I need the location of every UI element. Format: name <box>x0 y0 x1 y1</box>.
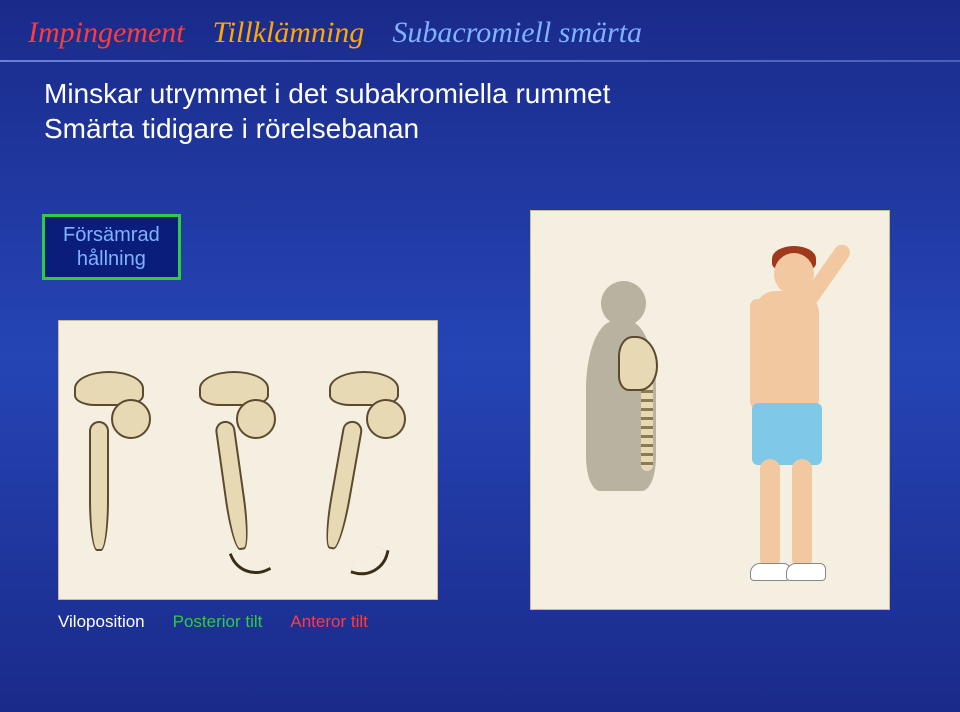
scapula-rest <box>69 361 159 561</box>
body-line-2: Smärta tidigare i rörelsebanan <box>44 111 916 146</box>
slide-title-row: Impingement Tillklämning Subacromiell sm… <box>0 0 960 58</box>
title-word-2: Tillklämning <box>213 16 365 50</box>
tilt-arrow-anterior <box>350 542 389 581</box>
callout-line-2: hållning <box>63 247 160 271</box>
title-word-1: Impingement <box>28 16 185 50</box>
caption-viloposition: Viloposition <box>58 612 145 632</box>
title-word-3: Subacromiell smärta <box>392 16 642 50</box>
callout-line-1: Försämrad <box>63 223 160 247</box>
title-divider <box>0 60 960 62</box>
callout-box: Försämrad hållning <box>42 214 181 280</box>
xray-silhouette <box>546 281 686 581</box>
caption-row: Viloposition Posterior tilt Anteror tilt <box>58 612 368 632</box>
posture-illustration <box>530 210 890 610</box>
standing-person <box>694 231 874 601</box>
caption-posterior: Posterior tilt <box>173 612 263 632</box>
caption-anterior: Anteror tilt <box>290 612 367 632</box>
scapula-anterior-tilt <box>324 361 414 561</box>
body-text: Minskar utrymmet i det subakromiella rum… <box>0 76 960 146</box>
scapula-posterior-tilt <box>194 361 284 561</box>
scapula-tilt-illustration <box>58 320 438 600</box>
body-line-1: Minskar utrymmet i det subakromiella rum… <box>44 76 916 111</box>
